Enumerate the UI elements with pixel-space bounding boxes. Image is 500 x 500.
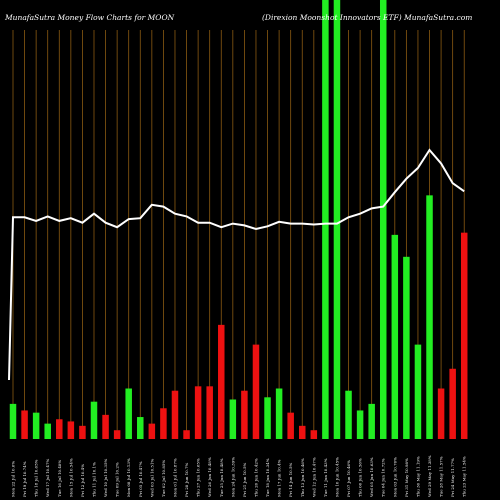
money-flow-bar — [160, 408, 167, 439]
x-tick-label: Fri 31 May 10.98% — [404, 458, 409, 497]
money-flow-bar — [44, 423, 51, 439]
x-tick-label: Tue 04 Jun 10.72% — [381, 458, 386, 497]
money-flow-bar — [437, 388, 445, 439]
x-tick-label: Fri 14 Jun 10.5% — [288, 462, 293, 497]
x-tick-label: Thu 20 Jun 10.42% — [253, 458, 258, 497]
money-flow-bar — [171, 390, 179, 439]
chart-subtitle: (Direxion Moonshot Innovators ETF) Munaf… — [262, 13, 472, 22]
money-flow-bar — [90, 401, 98, 440]
x-tick-label: Wed 29 May 11.38% — [427, 455, 432, 497]
chart-title: MunafaSutra Money Flow Charts for MOON — [4, 13, 175, 22]
x-tick-label: Fri 05 Jul 10.47% — [138, 461, 143, 497]
x-tick-label: Tue 02 Jul 10.85% — [161, 460, 166, 497]
x-tick-label: Thu 30 May 11.19% — [415, 456, 420, 497]
money-flow-bar — [333, 0, 341, 439]
x-tick-label: Mon 24 Jun 10.39% — [230, 457, 235, 497]
x-tick-label: Fri 19 Jul 10.74% — [22, 461, 27, 497]
money-flow-bar — [125, 388, 132, 439]
money-flow-bar — [9, 403, 17, 439]
x-tick-label: Mon 03 Jun 10.76% — [392, 457, 397, 497]
money-flow-bar — [56, 419, 63, 439]
x-tick-label: Fri 28 Jun 10.7% — [184, 462, 189, 497]
x-tick-label: Fri 12 Jul 10.4% — [80, 464, 85, 497]
money-flow-bar — [275, 388, 283, 439]
x-tick-label: Wed 10 Jul 10.35% — [103, 458, 108, 497]
money-flow-bar — [206, 386, 213, 439]
money-flow-bar — [391, 234, 399, 439]
x-tick-label: Fri 07 Jun 10.46% — [346, 460, 351, 497]
x-tick-label: Fri 21 Jun 10.5% — [242, 462, 247, 497]
x-tick-label: Mon 08 Jul 10.13% — [126, 458, 131, 497]
x-tick-label: Tue 09 Jul 10.2% — [115, 462, 120, 497]
money-flow-bar — [67, 421, 75, 439]
x-tick-label: Mon 10 Jun 10.45% — [334, 457, 339, 497]
money-flow-bar — [403, 256, 410, 439]
x-tick-label: Wed 26 Jun 10.48% — [207, 457, 212, 497]
x-tick-label: Thu 11 Jul 10.1% — [91, 462, 96, 497]
money-flow-bar — [21, 410, 28, 439]
x-tick-label: Mon 01 Jul 10.87% — [172, 458, 177, 497]
x-tick-label: Wed 12 Jun 10.47% — [311, 457, 316, 497]
x-tick-label: Tue 25 Jun 10.48% — [219, 458, 224, 497]
money-flow-bar — [241, 390, 248, 439]
x-tick-label: Wed 05 Jun 10.63% — [369, 457, 374, 497]
money-flow-bar — [229, 399, 237, 439]
money-flow-bar — [414, 344, 422, 440]
x-tick-label: Tue 16 Jul 10.48% — [57, 460, 62, 497]
money-flow-bar — [368, 403, 375, 439]
tick-layer: Mon 22 Jul 10.6% Fri 19 Jul 10.74% Thu 18 … — [11, 455, 467, 497]
money-flow-bar — [356, 410, 364, 439]
x-tick-label: Thu 06 Jun 10.56% — [358, 458, 363, 497]
x-tick-label: Thu 23 May 11.54% — [462, 456, 467, 497]
price-line — [8, 148, 465, 381]
money-flow-bar — [252, 344, 260, 440]
money-flow-bar — [194, 386, 202, 439]
x-tick-label: Thu 18 Jul 10.65% — [34, 459, 39, 497]
money-flow-bar — [102, 414, 109, 439]
x-tick-label: Mon 17 Jun 10.4% — [277, 459, 282, 497]
money-flow-bar — [218, 324, 225, 439]
x-tick-label: Thu 13 Jun 10.46% — [300, 458, 305, 497]
money-flow-bar — [345, 390, 352, 439]
money-flow-bar — [426, 195, 433, 439]
money-flow-bar — [32, 412, 40, 439]
money-flow-bar — [322, 0, 329, 439]
x-tick-label: Tue 18 Jun 10.34% — [265, 458, 270, 497]
money-flow-bar — [264, 397, 271, 439]
x-tick-label: Thu 27 Jun 10.65% — [196, 458, 201, 497]
money-flow-bar — [113, 430, 121, 439]
x-tick-label: Wed 03 Jul 10.51% — [149, 458, 154, 497]
x-tick-label: Tue 11 Jun 10.43% — [323, 458, 328, 497]
money-flow-bar — [183, 430, 190, 439]
bar-layer — [9, 0, 468, 440]
x-tick-label: Wed 17 Jul 10.47% — [45, 458, 50, 497]
money-flow-bar — [79, 425, 86, 439]
money-flow-bar — [148, 423, 156, 439]
money-flow-bar — [379, 0, 387, 439]
money-flow-bar — [287, 412, 294, 439]
money-flow-bar — [449, 368, 456, 439]
x-tick-label: Mon 22 Jul 10.6% — [11, 461, 16, 497]
x-tick-label: Tue 28 May 11.57% — [439, 456, 444, 497]
x-tick-label: Mon 15 Jul 10.54% — [68, 458, 73, 497]
x-tick-label: Fri 24 May 11.77% — [450, 458, 455, 497]
money-flow-bar — [310, 430, 318, 439]
money-flow-bar — [137, 417, 144, 439]
money-flow-bar — [460, 232, 468, 439]
money-flow-bar — [299, 425, 306, 439]
